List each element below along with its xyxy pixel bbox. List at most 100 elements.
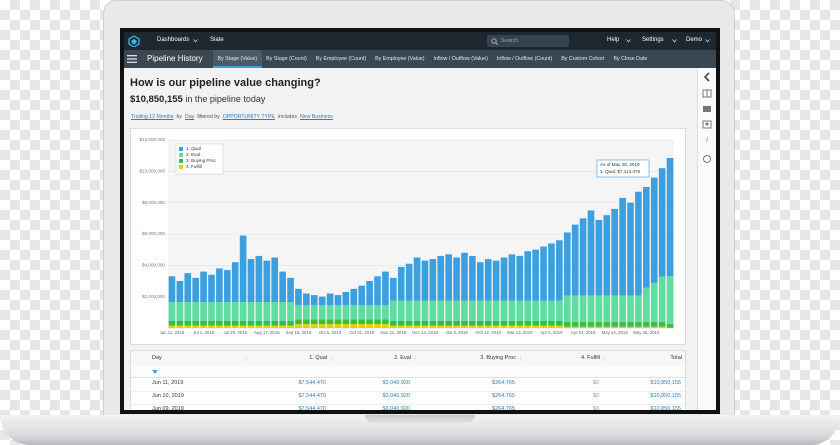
search-box[interactable] xyxy=(487,35,569,47)
filter-link[interactable]: New Business xyxy=(299,114,333,120)
bar-segment xyxy=(200,320,207,326)
bar-segment xyxy=(484,300,492,321)
laptop-notch xyxy=(365,415,475,423)
bar-segment xyxy=(571,326,579,328)
bar-segment xyxy=(310,305,318,320)
filter-link[interactable]: Trailing 12 Months xyxy=(131,114,174,120)
tab[interactable]: By Employee (Value) xyxy=(375,56,425,62)
tab[interactable]: Inflow / Outflow (Count) xyxy=(496,56,553,62)
bar-segment xyxy=(548,325,555,328)
bar-segment xyxy=(627,202,634,296)
cell-value: $0 xyxy=(592,380,599,386)
bar-segment xyxy=(571,295,579,323)
bar-segment xyxy=(263,302,271,321)
bar-segment xyxy=(508,325,516,328)
bar-segment xyxy=(374,319,381,325)
bar-segment xyxy=(168,302,176,321)
bar-segment xyxy=(413,325,421,328)
bar-segment xyxy=(287,320,294,326)
bar-segment xyxy=(366,305,373,320)
column-header[interactable]: 3. Buying Proc xyxy=(415,355,516,361)
bar-segment xyxy=(231,302,239,321)
bar-segment xyxy=(303,324,310,328)
nav-menu[interactable]: Demo xyxy=(686,37,703,43)
bar-segment xyxy=(295,324,302,328)
bar-segment xyxy=(500,257,508,301)
bar-segment xyxy=(453,325,460,328)
nav-item[interactable]: Dashboards xyxy=(157,37,190,43)
page-title: Pipeline History xyxy=(147,54,203,63)
legend-swatch xyxy=(179,147,183,151)
bar-segment xyxy=(216,268,223,303)
bar-segment xyxy=(635,295,642,323)
sort-arrow[interactable] xyxy=(152,370,158,375)
filter-link[interactable]: Day xyxy=(184,114,195,120)
bar-segment xyxy=(516,300,524,321)
cell-value: $10,850,155 xyxy=(650,406,681,410)
bar-segment xyxy=(484,259,492,301)
tab[interactable]: By Stage (Count) xyxy=(266,56,307,62)
bar-segment xyxy=(350,305,358,320)
bar-segment xyxy=(303,319,310,325)
bar-segment xyxy=(216,320,223,326)
tab[interactable]: Inflow / Outflow (Value) xyxy=(433,56,488,62)
y-tick-label: $2,000,000 xyxy=(142,294,165,299)
bar-segment xyxy=(287,325,294,328)
bar-segment xyxy=(619,295,626,323)
bar-segment xyxy=(666,276,674,324)
bar-segment xyxy=(231,325,239,328)
bar-segment xyxy=(176,325,184,328)
search-placeholder[interactable]: Search xyxy=(501,38,519,44)
caret xyxy=(672,39,677,43)
content: How is our pipeline value changing? $10,8… xyxy=(124,68,697,410)
bar-segment xyxy=(476,325,484,328)
cell-value: $7,544,470 xyxy=(298,380,326,386)
bar-segment xyxy=(310,295,318,306)
nav-item[interactable]: Slate xyxy=(210,37,224,43)
column-header[interactable]: 4. Fulfill xyxy=(520,355,600,361)
tab[interactable]: By Custom Cohort xyxy=(561,56,605,62)
bar-segment xyxy=(247,302,255,321)
bar-segment xyxy=(271,302,279,321)
bar-segment xyxy=(476,320,484,326)
bar-segment xyxy=(287,302,294,321)
nav-bar: Dashboards Slate Search Help Settings Demo xyxy=(124,32,716,50)
nav-menu[interactable]: Help xyxy=(607,37,620,43)
bar-segment xyxy=(492,325,500,328)
bar-segment xyxy=(397,300,405,321)
column-header[interactable]: 1. Qual xyxy=(246,355,327,361)
row-date: Jun 11, 2019 xyxy=(152,380,184,386)
filter-link[interactable]: OPPORTUNITY TYPE xyxy=(222,114,275,120)
bar-segment xyxy=(374,276,381,306)
bar-segment xyxy=(603,295,611,323)
column-header[interactable]: Day xyxy=(152,355,162,361)
svg-text:i: i xyxy=(706,137,708,144)
tab[interactable]: By Stage (Value) xyxy=(213,50,262,68)
bar-segment xyxy=(263,260,271,303)
bar-segment xyxy=(200,302,207,321)
amount-caption: in the pipeline today xyxy=(185,94,266,104)
menu-icon[interactable] xyxy=(127,55,137,63)
bar-segment xyxy=(263,320,271,326)
bar-segment xyxy=(627,322,634,327)
legend-label: 4. Fulfill xyxy=(186,164,202,169)
bar-segment xyxy=(295,319,302,325)
column-header[interactable]: Total xyxy=(604,355,682,361)
column-header[interactable]: 2. Eval xyxy=(331,355,411,361)
bar-segment xyxy=(390,300,397,321)
bar-segment xyxy=(635,191,642,296)
bar-segment xyxy=(611,326,619,328)
bar-segment xyxy=(279,271,286,303)
nav-menu[interactable]: Settings xyxy=(642,37,664,43)
bar-segment xyxy=(540,300,547,321)
bar-segment xyxy=(563,232,571,296)
bar-segment xyxy=(579,322,587,327)
cell-value: $10,850,155 xyxy=(650,393,681,399)
bar-segment xyxy=(643,187,650,288)
bar-segment xyxy=(366,324,373,328)
caret xyxy=(705,39,710,43)
tab[interactable]: By Employee (Count) xyxy=(315,56,367,62)
tab[interactable]: By Close Date xyxy=(613,56,648,62)
bar-segment xyxy=(650,322,658,327)
bar-segment xyxy=(650,326,658,328)
